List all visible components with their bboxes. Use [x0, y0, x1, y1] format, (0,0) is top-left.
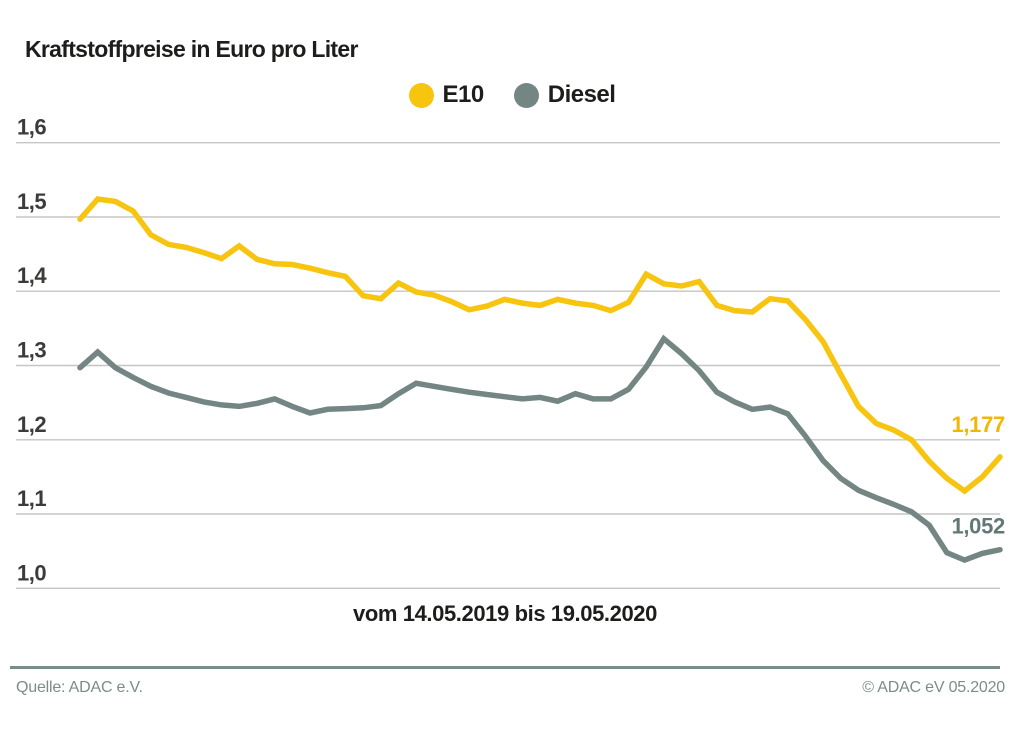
- legend-item-e10: E10: [408, 81, 485, 109]
- e10-dot-icon: [408, 82, 434, 108]
- y-tick-label: 1,1: [17, 486, 46, 511]
- footer-divider: [10, 666, 1000, 669]
- end-value-label-diesel: 1,052: [951, 514, 1005, 539]
- page-title: Kraftstoffpreise in Euro pro Liter: [25, 36, 358, 62]
- copyright-text: © ADAC eV 05.2020: [862, 679, 1005, 696]
- y-tick-label: 1,2: [17, 412, 46, 437]
- diesel-dot-icon: [513, 82, 539, 108]
- legend-label-diesel: Diesel: [547, 81, 616, 108]
- legend: E10 Diesel: [0, 81, 1024, 109]
- legend-label-e10: E10: [442, 81, 485, 108]
- legend-item-diesel: Diesel: [513, 81, 616, 109]
- series-line-diesel: [77, 334, 1003, 564]
- source-text: Quelle: ADAC e.V.: [16, 679, 143, 696]
- x-axis-label: vom 14.05.2019 bis 19.05.2020: [353, 601, 657, 626]
- y-tick-label: 1,0: [17, 560, 46, 585]
- y-tick-label: 1,6: [17, 115, 46, 140]
- series-line-e10: [77, 196, 1003, 495]
- y-tick-label: 1,5: [17, 189, 46, 214]
- end-value-label-e10: 1,177: [951, 412, 1005, 437]
- y-tick-label: 1,4: [17, 263, 47, 288]
- y-tick-label: 1,3: [17, 338, 46, 363]
